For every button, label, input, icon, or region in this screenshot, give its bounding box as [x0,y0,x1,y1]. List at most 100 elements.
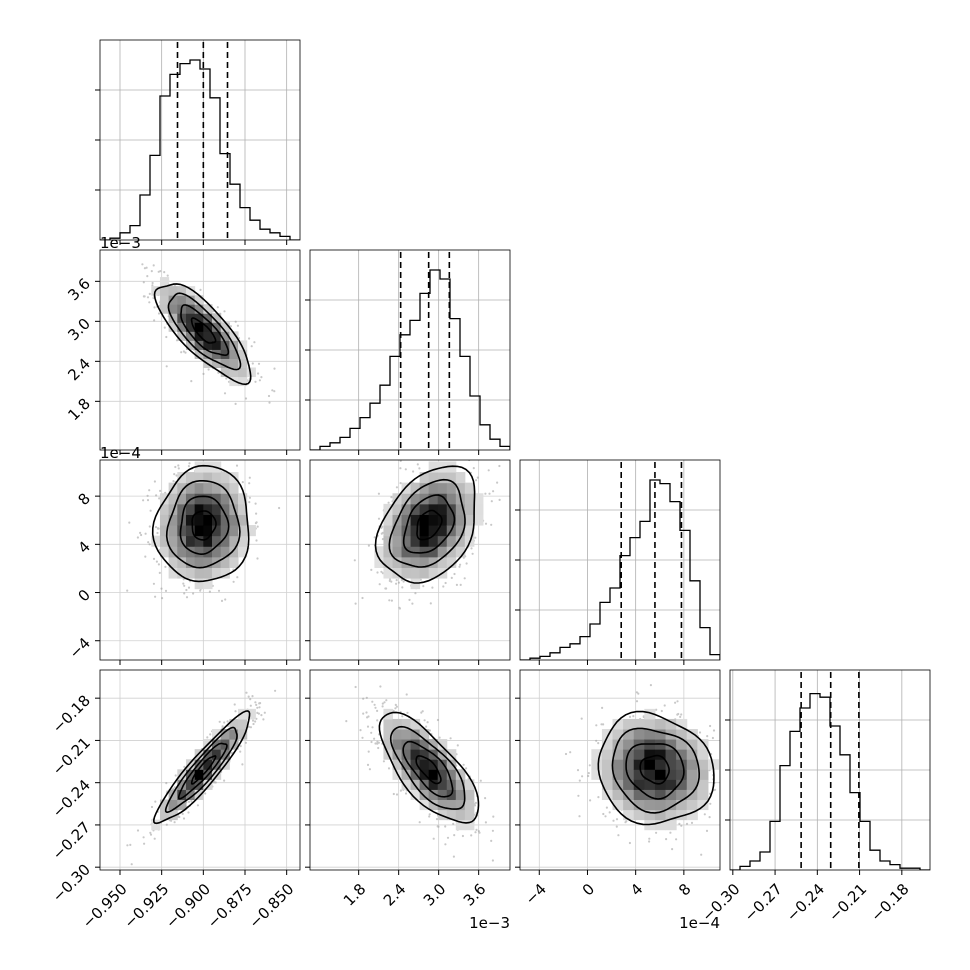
density-bin [644,749,656,760]
density-bin [686,809,698,821]
contour-level-2 [165,480,241,569]
density-bin [428,514,439,526]
scatter-panel-0-2 [95,459,301,665]
x-tick-label: −0.18 [867,880,912,925]
density-bin [212,493,222,505]
density-bin [623,759,635,770]
density-bin [428,482,439,494]
x-tick-label: 3.6 [460,880,490,910]
density-bin [151,535,161,547]
density-bin [220,349,230,359]
density-bin [194,514,204,526]
hist-panel-0 [95,39,301,241]
density-bin [203,578,213,590]
density-bin [229,514,239,526]
density-bin [401,567,412,579]
density-bin [168,514,178,526]
density-bin [591,769,603,780]
density-bin [428,546,439,558]
density-bin [428,799,439,811]
density-bin [203,493,213,505]
density-bin [623,789,635,801]
density-bin [212,313,222,323]
density-bin [676,799,688,811]
density-bin [159,286,170,296]
density-bin [446,769,457,780]
density-bin [203,482,213,494]
density-bin [455,482,466,494]
density-bin [185,482,196,494]
density-bin [194,295,204,305]
density-bin [177,546,187,558]
density-bin [437,779,448,790]
density-bin [229,535,239,547]
density-bin [212,331,222,341]
density-bin [383,525,393,537]
density-bin [238,525,248,537]
density-bin [220,514,230,526]
density-bin [697,759,709,770]
density-bin [437,546,448,558]
density-bin [212,525,222,537]
panel-frame [309,459,511,661]
density-bin [229,718,239,730]
density-bin [238,708,248,720]
density-bin [383,567,393,579]
density-bin [194,493,204,505]
contour-level-1 [402,494,456,554]
density-bin [185,546,196,558]
x-tick-label: −0.24 [783,880,828,925]
density-bin [665,769,677,780]
density-bin [437,556,448,568]
density-bin [238,718,248,730]
density-bin [654,718,667,730]
density-bin [676,739,688,750]
density-bin [185,304,196,314]
contour-level-0 [415,755,442,785]
density-bin [697,739,709,750]
density-bin [194,472,204,484]
density-bin [229,556,239,568]
density-bin [446,546,457,558]
density-bin [159,799,170,811]
density-bin [676,809,688,821]
contour-level-0 [639,754,670,785]
density-bin [464,789,475,801]
contour-level-2 [167,292,242,371]
density-bin [203,313,213,323]
histogram-1 [310,269,510,450]
contour-level-3 [151,464,250,583]
density-bin [383,739,393,750]
density-bin [168,295,178,305]
density-bin [194,578,204,590]
density-bin [601,759,614,770]
density-bin [194,304,204,314]
density-bin [383,718,393,730]
x-tick-label: −0.900 [162,880,214,932]
density-bin [203,461,213,473]
density-bin [212,358,222,369]
density-bin [168,322,178,332]
density-bin [401,749,412,760]
density-bin [185,535,196,547]
y-tick-label: 3.6 [64,275,94,305]
density-bin [220,340,230,350]
density-bin [392,556,403,568]
density-bin [428,567,439,579]
density-bin [185,556,196,568]
density-bin [212,535,222,547]
density-bin [401,503,412,515]
density-bin [419,749,430,760]
y-tick-label: 2.4 [64,355,94,385]
density-bin [383,556,393,568]
density-bin [185,503,196,515]
density-bin [212,769,222,780]
density-bin [177,503,187,515]
x-tick-label: −0.27 [741,880,786,925]
y-tick-label: 0 [75,586,94,605]
density-bin [159,514,170,526]
density-bin [419,535,430,547]
density-bin [212,739,222,750]
density-bin [177,779,187,790]
density-bin [410,535,421,547]
